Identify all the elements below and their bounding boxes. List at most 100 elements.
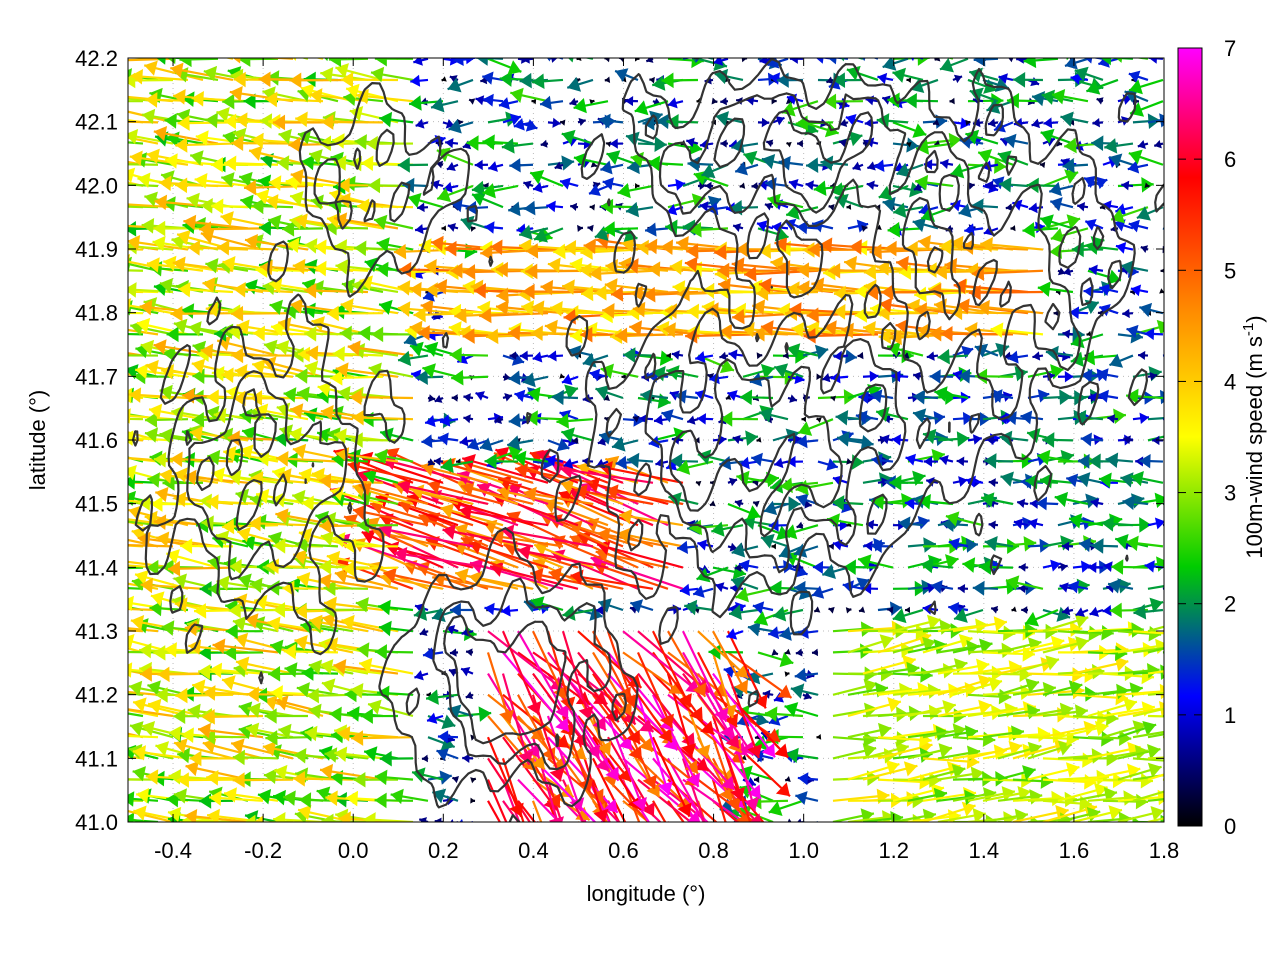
wind-arrow-head (1150, 805, 1164, 822)
wind-arrow-shaft (128, 332, 144, 336)
wind-arrow-shaft (681, 758, 706, 822)
wind-arrow (682, 800, 698, 822)
wind-arrow (421, 754, 429, 763)
wind-arrow-shaft (1162, 587, 1164, 590)
wind-arrow-shaft (128, 417, 144, 421)
wind-arrow-head (885, 760, 900, 775)
wind-arrow-shaft (128, 732, 144, 739)
wind-arrow-head (591, 851, 605, 865)
wind-arrow-head (565, 854, 580, 868)
wind-arrow-head (257, 789, 272, 805)
wind-arrow-head (185, 760, 199, 777)
wind-arrow (1012, 773, 1054, 789)
wind-arrow (243, 814, 293, 822)
wind-arrow-head (432, 788, 447, 804)
wind-arrow (727, 821, 730, 822)
wind-arrow-head (129, 721, 144, 737)
wind-arrow (390, 788, 429, 805)
wind-arrow-head (82, 452, 94, 468)
wind-arrow-head (128, 791, 135, 807)
wind-arrow-head (1206, 624, 1218, 640)
wind-arrow (470, 797, 476, 804)
wind-arrow (1117, 744, 1161, 760)
wind-arrow (1117, 762, 1162, 781)
wind-arrow-head (696, 824, 710, 838)
wind-arrow-head (108, 537, 120, 553)
wind-arrow-head (319, 763, 334, 780)
wind-arrow-shaft (1147, 773, 1164, 781)
wind-arrow (128, 355, 129, 357)
wind-arrow-head (324, 747, 338, 763)
wind-arrow-shaft (562, 821, 565, 822)
wind-arrow-head (1206, 681, 1219, 696)
wind-arrow-head (951, 764, 966, 780)
wind-arrow-head (412, 767, 426, 783)
wind-arrow (431, 788, 459, 804)
wind-arrow (132, 745, 189, 761)
wind-arrow-shaft (128, 755, 144, 760)
wind-arrow-head (152, 770, 165, 787)
wind-arrow-head (1001, 786, 1015, 802)
wind-arrow-head (168, 725, 182, 742)
wind-arrow-head (919, 774, 932, 790)
wind-arrow (1117, 805, 1164, 822)
wind-arrow (531, 800, 562, 867)
wind-arrow-shaft (487, 821, 490, 822)
wind-arrow-head (1065, 762, 1080, 778)
wind-arrow-shaft (128, 650, 159, 654)
wind-arrow-head (272, 789, 286, 806)
wind-arrow-head (1108, 805, 1123, 821)
wind-arrow-head (209, 790, 222, 806)
wind-arrow-head (86, 536, 98, 552)
wind-arrow-head (104, 598, 117, 613)
wind-arrow-head (637, 866, 651, 880)
wind-arrow (128, 791, 159, 807)
wind-arrow-head (207, 808, 220, 822)
wind-arrow-head (1135, 793, 1149, 810)
wind-arrow-shaft (128, 714, 129, 716)
wind-arrow-head (713, 824, 727, 838)
wind-arrow-head (716, 821, 717, 822)
wind-arrow-head (737, 805, 752, 820)
wind-arrow-head (325, 790, 338, 806)
wind-arrow-head (545, 863, 558, 877)
wind-arrow (607, 778, 651, 822)
wind-arrow-head (176, 772, 189, 788)
wind-arrow-head (421, 754, 428, 763)
wind-arrow-head (1140, 772, 1153, 789)
wind-arrow-head (80, 474, 92, 490)
wind-arrow (937, 807, 986, 822)
wind-arrow-head (903, 761, 918, 777)
wind-arrow-head (199, 793, 212, 809)
wind-arrow-head (547, 853, 562, 867)
wind-arrow (1147, 773, 1164, 781)
wind-arrow-head (575, 806, 590, 821)
wind-arrow-head (1166, 753, 1179, 769)
wind-arrow (128, 799, 129, 801)
wind-arrow-shaft (531, 800, 543, 822)
wind-arrow-head (232, 749, 245, 766)
wind-arrow (982, 808, 1029, 822)
wind-arrow (682, 778, 746, 822)
wind-arrow-head (82, 718, 95, 733)
wind-arrow (501, 758, 525, 822)
wind-arrow (363, 746, 399, 762)
wind-arrow (253, 815, 308, 822)
wind-arrow (787, 818, 792, 822)
wind-arrow (128, 755, 144, 760)
wind-arrow-shaft (128, 418, 129, 420)
wind-arrow (232, 749, 279, 766)
wind-arrow (88, 407, 129, 422)
wind-arrow-head (79, 340, 92, 355)
wind-arrow-shaft (128, 481, 129, 483)
wind-arrow (427, 770, 452, 785)
wind-arrow-head (664, 833, 678, 847)
wind-arrow-head (84, 728, 96, 744)
wind-arrow-head (88, 407, 101, 422)
wind-arrow-head (374, 792, 387, 809)
wind-arrow-head (735, 812, 750, 822)
wind-arrow-shaft (486, 779, 508, 822)
wind-arrow (1072, 805, 1123, 822)
wind-arrow-head (95, 411, 107, 427)
